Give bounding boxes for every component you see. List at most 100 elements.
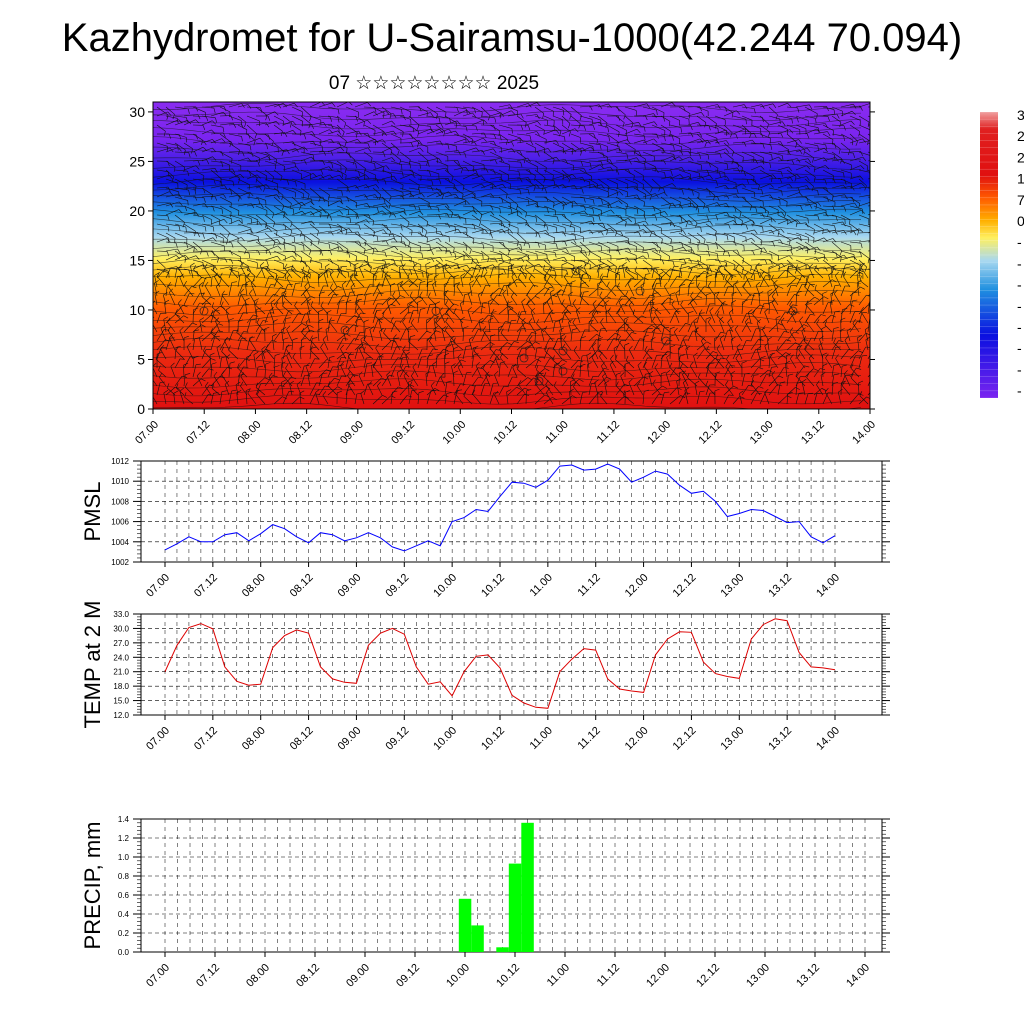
wind-barb-feather xyxy=(309,335,313,341)
wind-barb-feather xyxy=(358,130,362,136)
wind-barb-feather xyxy=(637,361,642,366)
wind-barb-feather xyxy=(352,159,356,165)
wind-barb xyxy=(786,311,795,324)
wind-barb-feather xyxy=(770,217,773,223)
wind-barb-feather xyxy=(734,325,739,330)
wind-barb xyxy=(345,301,347,315)
wind-barb-feather xyxy=(350,283,355,288)
wind-barb-feather xyxy=(517,273,521,278)
wind-barb xyxy=(444,330,455,342)
wind-barb-feather xyxy=(520,162,523,168)
wind-barb-feather xyxy=(596,334,602,337)
wind-barb xyxy=(759,391,766,405)
wind-barb xyxy=(804,202,819,207)
wind-barb-feather xyxy=(663,188,666,194)
wind-barb-feather xyxy=(393,212,397,218)
wind-barb-feather xyxy=(456,264,461,269)
wind-barb xyxy=(192,178,203,181)
wind-barb xyxy=(498,363,501,378)
wind-barb-feather xyxy=(465,167,469,172)
wind-barb xyxy=(706,350,716,360)
wind-barb xyxy=(579,183,594,189)
wind-barb-feather xyxy=(231,389,237,392)
wind-barb-feather xyxy=(406,395,412,398)
wind-barb-feather xyxy=(382,167,385,173)
wind-barb-feather xyxy=(510,292,515,297)
wind-barb xyxy=(336,205,349,211)
wind-barb-feather xyxy=(323,270,329,274)
wind-barb-feather xyxy=(498,325,504,329)
wind-barb-feather xyxy=(816,128,821,133)
wind-barb-feather xyxy=(527,377,533,381)
wind-barb xyxy=(345,196,357,204)
wind-barb xyxy=(696,267,710,270)
wind-barb-feather xyxy=(790,245,792,251)
wind-barb-feather xyxy=(223,112,227,117)
wind-barb-feather xyxy=(625,390,631,393)
wind-barb-feather xyxy=(455,130,459,136)
wind-barb xyxy=(633,205,645,212)
wind-barb xyxy=(372,259,385,262)
wind-barb-feather xyxy=(427,161,430,167)
wind-barb xyxy=(750,196,764,202)
wind-barb xyxy=(651,232,663,240)
wind-barb-feather xyxy=(771,298,776,303)
wind-barb-feather xyxy=(190,262,195,267)
wind-barb-feather xyxy=(344,168,347,174)
wind-barb xyxy=(444,120,458,126)
wind-barb-feather xyxy=(536,102,541,107)
wind-barb-feather xyxy=(524,264,527,270)
wind-barb xyxy=(445,311,455,324)
wind-barb xyxy=(804,246,818,252)
wind-barb xyxy=(507,223,519,229)
wind-barb-feather xyxy=(356,202,358,208)
wind-barb xyxy=(617,313,626,324)
wind-barb xyxy=(561,376,570,387)
wind-barb-feather xyxy=(720,331,726,334)
wind-barb-feather xyxy=(790,250,793,255)
wind-barb xyxy=(246,174,258,180)
wind-barb-feather xyxy=(699,263,704,269)
wind-barb-feather xyxy=(411,371,415,376)
wind-barb xyxy=(660,124,671,132)
wind-barb xyxy=(211,306,221,315)
wind-barb xyxy=(768,286,779,297)
wind-barb xyxy=(480,106,491,116)
wind-barb-feather xyxy=(699,309,703,314)
wind-barb-feather xyxy=(464,152,467,158)
wind-barb-feather xyxy=(310,301,314,306)
wind-barb-feather xyxy=(609,159,613,165)
wind-barb-feather xyxy=(283,371,286,377)
wind-barb-feather xyxy=(744,197,747,203)
wind-barb-feather xyxy=(817,215,820,221)
wind-barb-feather xyxy=(724,263,727,268)
wind-barb-feather xyxy=(384,260,387,266)
wind-barb xyxy=(285,368,293,378)
wind-barb-feather xyxy=(760,240,763,246)
wind-barb xyxy=(246,106,261,109)
wind-barb-feather xyxy=(330,283,333,289)
wind-barb xyxy=(624,142,636,150)
wind-barb-feather xyxy=(164,269,170,272)
wind-barb xyxy=(660,268,671,279)
wind-barb xyxy=(255,184,267,189)
wind-barb-feather xyxy=(175,346,181,348)
wind-barb xyxy=(381,269,392,279)
wind-barb xyxy=(799,320,806,333)
wind-barb xyxy=(499,351,509,360)
wind-barb-feather xyxy=(543,372,547,378)
wind-barb xyxy=(336,228,350,234)
wind-barb-feather xyxy=(806,165,811,170)
wind-barb-feather xyxy=(590,146,595,151)
wind-barb xyxy=(795,176,807,180)
wind-barb xyxy=(516,322,526,333)
wind-barb-feather xyxy=(303,245,305,251)
wind-barb xyxy=(534,142,545,149)
wind-barb xyxy=(354,241,366,250)
wind-barb xyxy=(651,211,665,216)
wind-barb-feather xyxy=(312,337,318,339)
wind-barb xyxy=(221,374,230,387)
wind-barb xyxy=(156,269,165,279)
wind-barb xyxy=(597,142,608,147)
wind-barb xyxy=(570,210,585,216)
